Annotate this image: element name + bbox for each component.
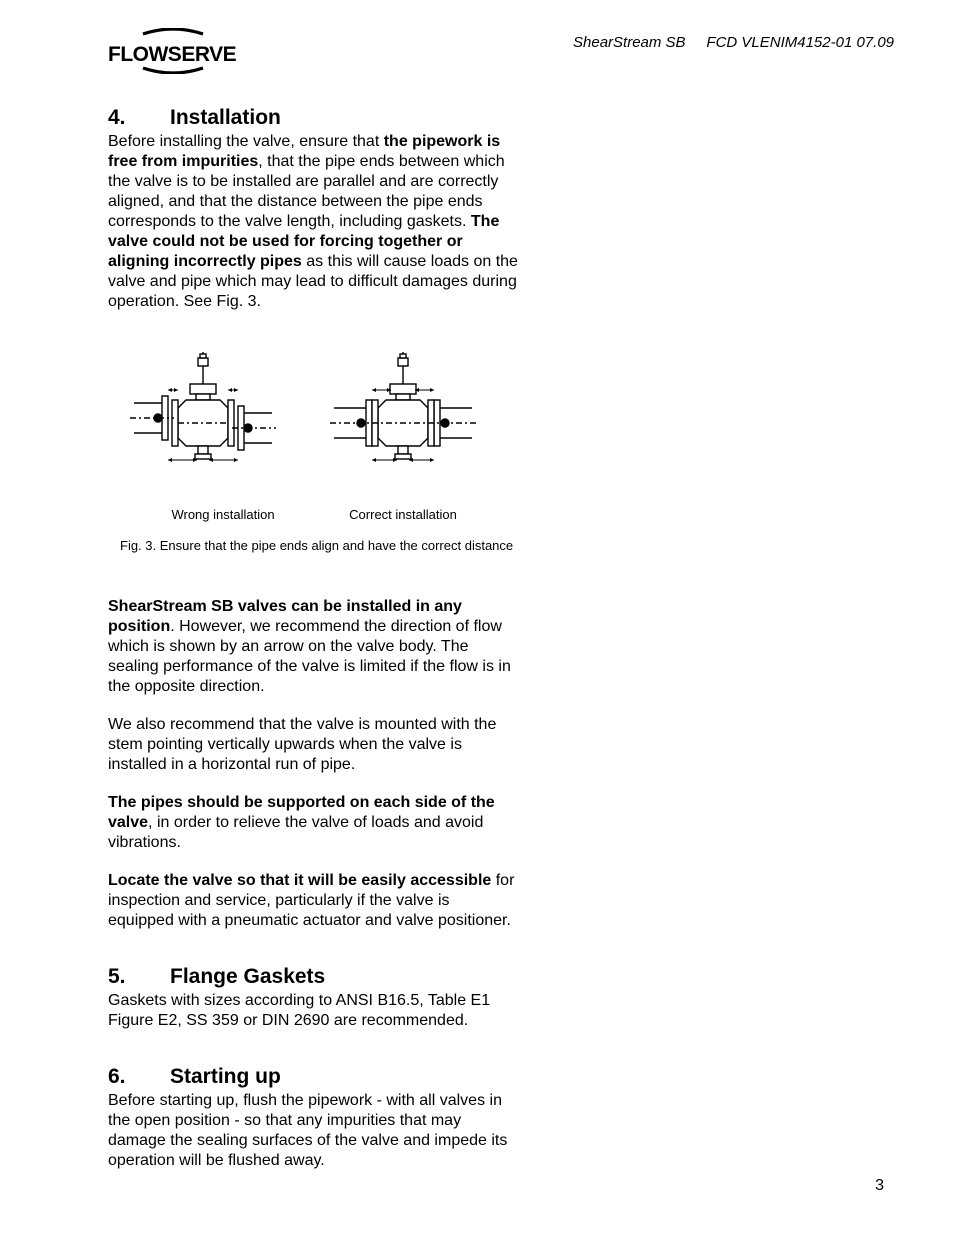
page-header: FLOWSERVE ShearStream SB FCD VLENIM4152-… [108,28,894,74]
section-title: Flange Gaskets [170,965,325,988]
section-title: Installation [170,106,281,129]
section-title: Starting up [170,1065,281,1088]
section-4-para-4: The pipes should be supported on each si… [108,793,518,853]
svg-text:FLOWSERVE: FLOWSERVE [108,43,237,66]
figure-caption: Fig. 3. Ensure that the pipe ends align … [108,538,518,553]
content-column: 4.Installation Before installing the val… [108,106,518,1171]
section-number: 6. [108,1065,170,1089]
section-4-para-5: Locate the valve so that it will be easi… [108,871,518,931]
page-number: 3 [875,1177,884,1195]
flowserve-logo: FLOWSERVE [108,28,238,74]
figure-label-wrong: Wrong installation [128,507,318,522]
wrong-installation-diagram [128,350,278,475]
section-4-para-3: We also recommend that the valve is moun… [108,715,518,775]
correct-installation-diagram [328,350,478,475]
section-4-heading: 4.Installation [108,106,518,130]
text-bold: Locate the valve so that it will be easi… [108,872,491,889]
section-4-para-2: ShearStream SB valves can be installed i… [108,597,518,697]
figure-label-correct: Correct installation [318,507,488,522]
section-5-para-1: Gaskets with sizes according to ANSI B16… [108,991,518,1031]
section-number: 5. [108,965,170,989]
figure-3: Wrong installation Correct installation … [108,350,518,553]
text-run: Before installing the valve, ensure that [108,133,384,150]
section-4-para-1: Before installing the valve, ensure that… [108,132,518,312]
text-run: , in order to relieve the valve of loads… [108,814,483,851]
section-6-para-1: Before starting up, flush the pipework -… [108,1091,518,1171]
section-5-heading: 5.Flange Gaskets [108,965,518,989]
section-number: 4. [108,106,170,130]
section-6-heading: 6.Starting up [108,1065,518,1089]
document-meta: ShearStream SB FCD VLENIM4152-01 07.09 [573,28,894,51]
